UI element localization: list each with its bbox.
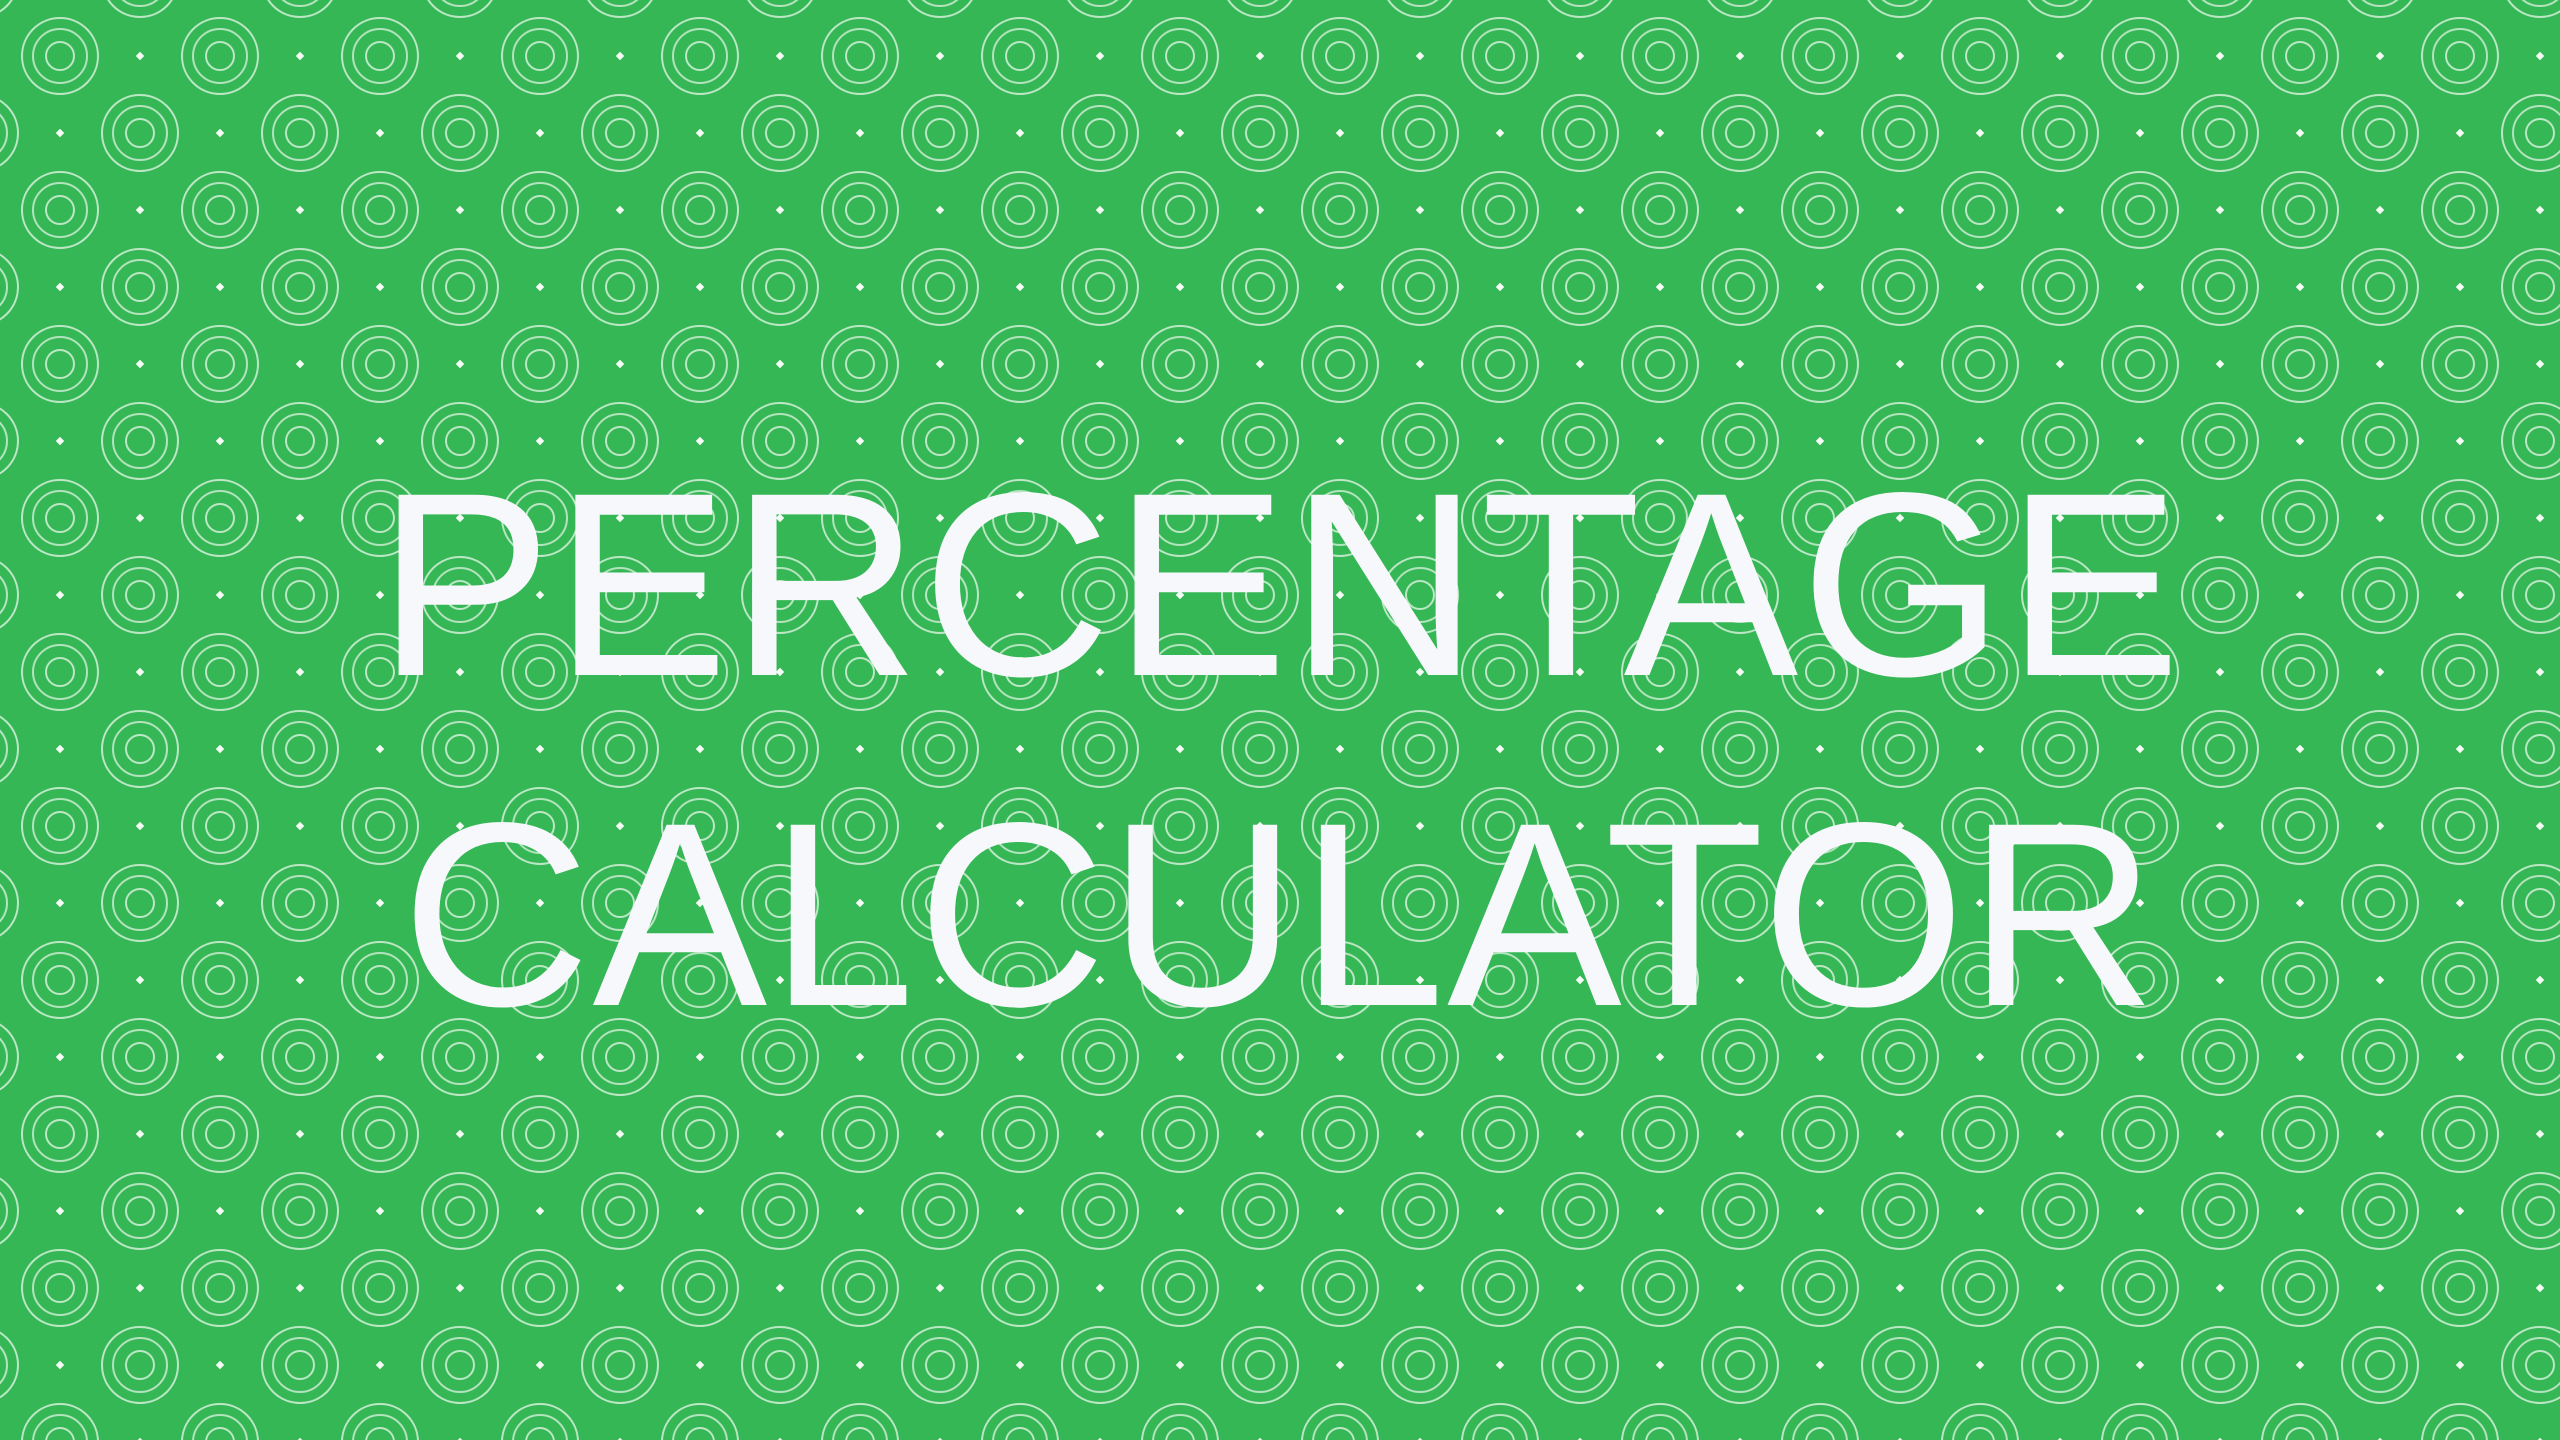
- title-line-1: PERCENTAGE: [377, 438, 2183, 731]
- page-title: PERCENTAGE CALCULATOR: [0, 420, 2560, 1061]
- title-line-2: CALCULATOR: [401, 768, 2159, 1061]
